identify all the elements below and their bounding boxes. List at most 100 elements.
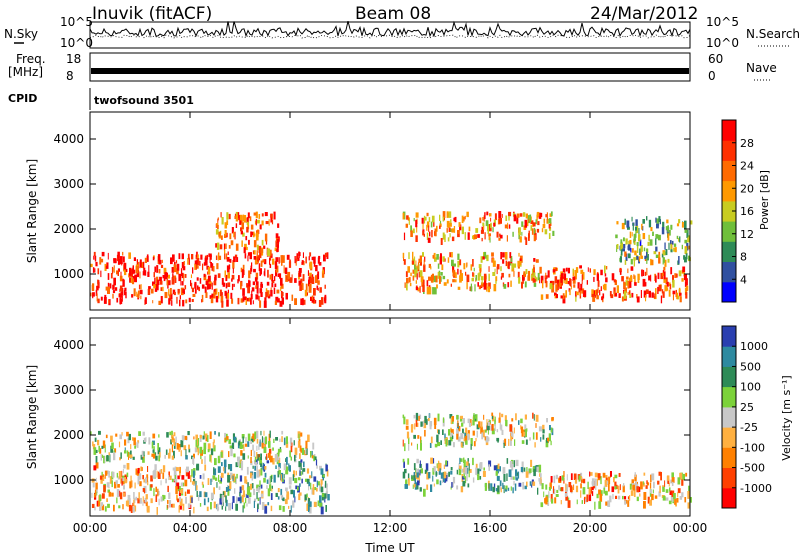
velocity-scatter-cell [437,413,440,422]
power-scatter-cell [646,267,648,276]
power-scatter-cell [495,276,498,282]
velocity-scatter-cell [659,485,661,493]
power-scatter-cell [627,226,630,230]
power-scatter-cell [294,256,296,264]
power-scatter-cell [130,276,133,284]
power-scatter-cell [461,226,464,235]
velocity-scatter-cell [507,487,510,491]
velocity-scatter-cell [413,434,416,439]
velocity-scatter-cell [267,502,270,506]
velocity-scatter-cell [531,484,533,488]
power-scatter-cell [683,274,686,281]
power-scatter-cell [509,261,512,266]
power-scatter-cell [139,271,141,279]
velocity-scatter-cell [413,475,416,481]
velocity-scatter-cell [152,440,155,446]
velocity-scatter-cell [142,454,145,463]
power-scatter-cell [555,267,558,271]
velocity-scatter-cell [618,473,621,477]
power-scatter-cell [199,261,201,266]
power-scatter-cell [247,212,250,219]
power-scatter-cell [264,233,268,242]
power-scatter-cell [551,280,555,285]
velocity-scatter-cell [629,495,631,501]
power-scatter-cell [539,266,542,274]
power-scatter-cell [633,258,635,267]
velocity-scatter-cell [130,444,132,450]
power-scatter-cell [140,262,143,268]
power-scatter-cell [525,237,528,245]
velocity-scatter-cell [286,491,289,497]
power-scatter-cell [309,252,312,257]
velocity-scatter-cell [515,469,518,476]
power-scatter-cell [198,286,200,292]
power-scatter-cell [620,249,623,256]
velocity-scatter-cell [148,437,151,445]
power-scatter-cell [496,266,498,275]
velocity-scatter-cell [505,419,508,426]
velocity-scatter-cell [206,506,209,512]
power-scatter-cell [413,218,415,222]
power-scatter-cell [176,263,180,271]
velocity-scatter-cell [681,492,684,498]
power-scatter-cell [267,269,269,278]
power-scatter-cell [225,283,228,289]
power-scatter-cell [140,284,142,290]
power-scatter-cell [513,263,517,268]
velocity-scatter-cell [687,491,691,499]
power-scatter-cell [672,279,675,288]
velocity-scatter-cell [643,481,645,485]
velocity-scatter-cell [470,438,473,446]
power-scatter-cell [191,254,194,260]
velocity-scatter-cell [108,491,112,497]
power-scatter-cell [231,274,235,280]
velocity-scatter-cell [292,500,295,508]
velocity-scatter-cell [254,456,257,462]
velocity-scatter-cell [231,442,235,449]
velocity-scatter-cell [553,475,556,484]
power-scatter-cell [652,231,654,236]
velocity-scatter-cell [157,447,161,455]
power-scatter-cell [124,269,127,276]
power-scatter-cell [120,292,123,298]
velocity-scatter-cell [220,476,223,482]
velocity-scatter-cell [264,466,267,470]
velocity-scatter-cell [651,473,655,481]
velocity-scatter-cell [456,469,458,475]
velocity-scatter-cell [459,457,461,464]
velocity-scatter-cell [413,483,416,488]
velocity-scatter-cell [411,474,413,480]
velocity-scatter-cell [476,430,478,438]
velocity-scatter-cell [169,500,172,508]
velocity-scatter-cell [282,506,285,512]
power-scatter-cell [110,273,113,279]
velocity-scatter-cell [290,442,292,446]
power-scatter-cell [242,264,245,270]
power-scatter-cell [142,271,146,276]
power-scatter-cell [96,293,98,302]
velocity-scatter-cell [497,485,500,493]
velocity-scatter-cell [106,455,109,462]
power-scatter-cell [429,231,431,237]
velocity-scatter-cell [518,420,520,425]
velocity-scatter-cell [284,498,288,505]
velocity-scatter-cell [104,444,106,453]
velocity-scatter-cell [591,491,594,496]
power-scatter-cell [535,219,537,225]
velocity-scatter-cell [233,453,236,458]
velocity-scatter-cell [301,447,305,455]
power-scatter-cell [280,277,283,286]
power-scatter-cell [562,295,566,304]
velocity-scatter-cell [258,444,260,450]
velocity-scatter-cell [416,443,418,450]
velocity-scatter-cell [649,489,652,494]
velocity-scatter-cell [522,482,525,490]
velocity-scatter-cell [310,451,312,458]
velocity-scatter-cell [634,472,636,478]
power-scatter-cell [271,273,274,282]
power-scatter-cell [527,275,531,281]
power-scatter-cell [581,290,584,294]
power-scatter-cell [548,224,551,229]
power-scatter-cell [573,284,576,288]
velocity-scatter-cell [430,457,433,464]
